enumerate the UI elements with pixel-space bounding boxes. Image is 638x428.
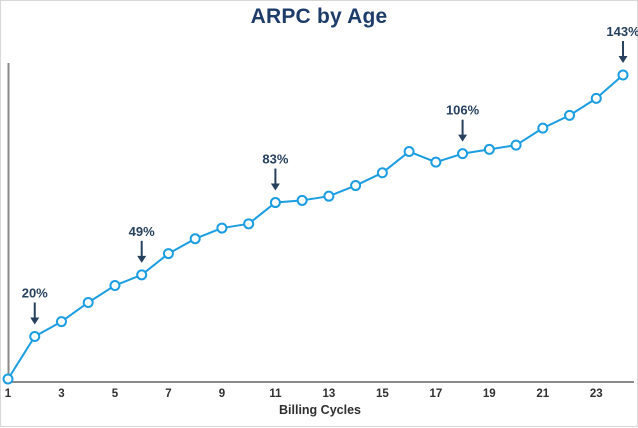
annotation-label: 83% xyxy=(262,152,288,167)
x-tick-label: 5 xyxy=(112,388,119,400)
x-tick-label: 17 xyxy=(429,388,442,400)
x-tick-label: 3 xyxy=(58,388,64,400)
data-point xyxy=(269,197,281,209)
data-point xyxy=(29,330,41,342)
annotation-label: 106% xyxy=(446,103,480,118)
annotation-arrowhead-icon xyxy=(30,317,40,325)
data-point xyxy=(162,248,174,260)
x-tick-label: 7 xyxy=(165,388,171,400)
data-point xyxy=(323,190,335,202)
data-point xyxy=(403,146,415,158)
annotation-arrowhead-icon xyxy=(270,183,280,191)
data-point xyxy=(510,139,522,151)
annotation-arrowhead-icon xyxy=(137,255,147,263)
annotation-arrowhead-icon xyxy=(618,56,628,64)
data-point xyxy=(350,180,362,192)
data-point xyxy=(243,218,255,230)
x-tick-label: 13 xyxy=(322,388,335,400)
annotation-label: 20% xyxy=(22,285,48,300)
data-point xyxy=(216,222,228,234)
data-point xyxy=(296,194,308,206)
x-tick-label: 21 xyxy=(536,388,549,400)
data-point xyxy=(564,109,576,121)
x-tick-label: 15 xyxy=(376,388,389,400)
annotation-arrowhead-icon xyxy=(458,134,468,142)
chart-title: ARPC by Age xyxy=(250,5,388,28)
x-tick-label: 19 xyxy=(483,388,496,400)
data-point xyxy=(82,296,94,308)
data-point xyxy=(617,69,629,81)
data-point xyxy=(136,269,148,281)
x-tick-label: 23 xyxy=(590,388,603,400)
data-point xyxy=(590,92,602,104)
data-point xyxy=(189,233,201,245)
series-line xyxy=(7,74,624,380)
x-tick-label: 9 xyxy=(219,388,225,400)
x-tick-label: 1 xyxy=(5,388,12,400)
data-point xyxy=(483,143,495,155)
data-point xyxy=(55,316,67,328)
data-point xyxy=(430,156,442,168)
annotation-label: 143% xyxy=(606,24,638,39)
data-point xyxy=(109,279,121,291)
data-point xyxy=(457,148,469,160)
x-tick-label: 11 xyxy=(269,388,282,400)
data-point xyxy=(376,167,388,179)
data-point xyxy=(2,373,14,385)
data-point xyxy=(537,122,549,134)
x-axis-label: Billing Cycles xyxy=(279,403,361,417)
annotation-label: 49% xyxy=(129,224,155,239)
